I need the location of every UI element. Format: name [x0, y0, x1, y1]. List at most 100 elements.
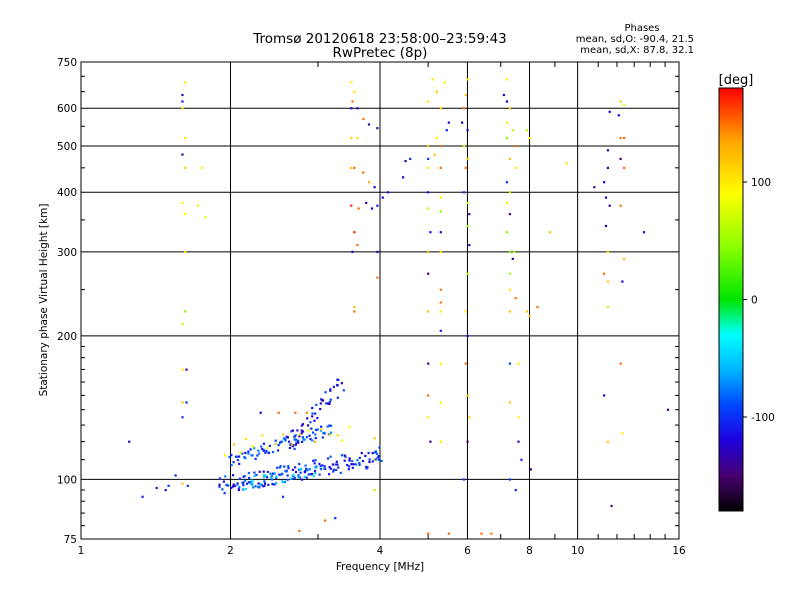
data-point	[373, 437, 376, 440]
data-point	[371, 452, 374, 455]
y-tick-label: 500	[57, 141, 77, 153]
data-point	[329, 455, 332, 458]
data-point	[332, 470, 335, 473]
data-point	[244, 437, 248, 440]
data-point	[293, 438, 296, 441]
data-point	[517, 440, 520, 443]
data-point	[439, 440, 442, 443]
data-point	[300, 429, 303, 432]
data-point	[320, 428, 323, 431]
data-point	[250, 479, 253, 482]
data-point	[266, 476, 269, 479]
data-point	[266, 446, 270, 449]
data-point	[329, 467, 332, 470]
data-point	[291, 429, 294, 432]
data-point	[232, 461, 235, 464]
data-point	[427, 207, 430, 210]
data-point	[329, 388, 332, 391]
data-point	[271, 482, 274, 486]
data-point	[374, 458, 377, 461]
x-tick-label: 2	[227, 545, 234, 557]
data-point	[505, 121, 508, 124]
data-point	[520, 458, 523, 461]
data-point	[367, 123, 371, 126]
data-point	[254, 485, 257, 488]
data-point	[466, 201, 469, 204]
y-tick-label: 75	[64, 534, 77, 546]
data-point	[181, 482, 184, 485]
data-point	[445, 129, 448, 132]
x-tick-label: 4	[377, 545, 384, 557]
data-point	[429, 440, 432, 443]
data-point	[303, 475, 306, 478]
data-point	[253, 447, 256, 450]
data-point	[186, 484, 189, 487]
data-point	[435, 136, 438, 140]
data-point	[619, 157, 622, 160]
data-point	[299, 471, 302, 474]
data-point	[269, 472, 272, 475]
data-point	[350, 204, 353, 207]
data-point	[608, 204, 611, 207]
data-point	[250, 483, 253, 486]
data-point	[351, 466, 354, 469]
data-point	[513, 250, 516, 253]
data-point	[254, 457, 257, 460]
data-point	[328, 433, 331, 436]
data-point	[294, 443, 297, 446]
data-point	[251, 483, 254, 486]
data-point	[462, 478, 465, 481]
data-point	[247, 450, 250, 453]
data-point	[336, 434, 339, 437]
data-point	[328, 466, 331, 469]
data-point	[439, 310, 442, 313]
data-point	[292, 444, 295, 447]
data-point	[227, 484, 230, 487]
data-point	[621, 432, 624, 435]
data-point	[511, 129, 514, 132]
data-point	[356, 459, 359, 462]
data-point	[270, 476, 273, 479]
data-point	[623, 136, 626, 140]
data-point	[311, 439, 314, 442]
data-point	[468, 244, 471, 247]
data-point	[342, 389, 345, 392]
data-point	[222, 480, 225, 483]
data-point	[642, 231, 646, 234]
data-point	[304, 464, 307, 467]
data-point	[241, 452, 244, 455]
colorbar-label: [deg]	[719, 73, 754, 88]
data-point	[238, 477, 242, 480]
data-point	[286, 436, 289, 439]
data-point	[276, 466, 279, 469]
data-point	[490, 532, 493, 535]
data-point	[277, 411, 280, 414]
data-point	[606, 280, 609, 283]
data-point	[603, 394, 606, 397]
x-axis: 1 2 4 6 8 10 16	[78, 62, 686, 557]
data-point	[606, 440, 609, 443]
data-point	[603, 272, 606, 275]
data-point	[358, 462, 361, 465]
stats-line-o: mean, sd,O: -90.4, 21.5	[576, 34, 694, 45]
data-point	[606, 166, 609, 169]
data-point	[258, 452, 261, 455]
data-point	[337, 466, 340, 469]
data-point	[409, 157, 412, 160]
data-point	[666, 408, 670, 411]
data-point	[259, 482, 262, 486]
data-point	[348, 457, 351, 460]
data-point	[288, 440, 291, 443]
data-point	[505, 231, 508, 234]
data-point	[261, 447, 264, 451]
data-point	[257, 482, 260, 485]
data-point	[337, 378, 340, 381]
data-point	[439, 145, 442, 148]
data-point	[238, 486, 241, 489]
data-point	[362, 117, 365, 121]
data-point	[335, 460, 338, 463]
data-point	[247, 452, 250, 455]
data-point	[329, 389, 332, 392]
data-point	[281, 495, 285, 498]
data-point	[313, 440, 316, 443]
